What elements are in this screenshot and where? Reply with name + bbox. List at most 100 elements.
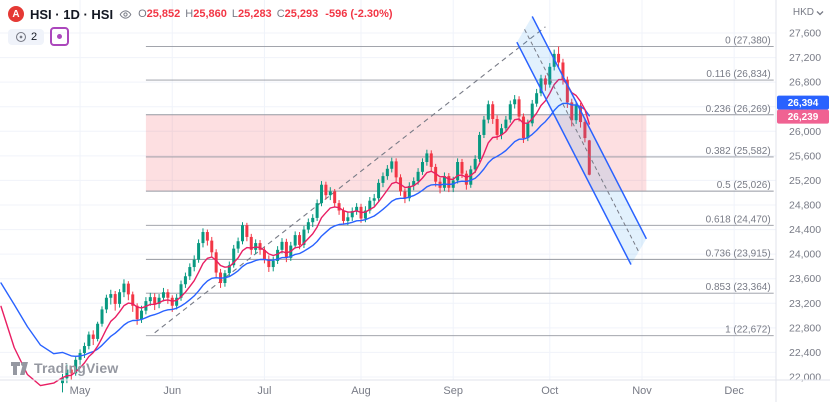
candle bbox=[368, 197, 372, 214]
candle bbox=[482, 115, 486, 139]
tradingview-logo-icon bbox=[11, 362, 28, 375]
tradingview-logo[interactable]: TradingView bbox=[10, 359, 118, 376]
price-tick-label: 23,600 bbox=[789, 273, 821, 285]
candle bbox=[306, 218, 310, 234]
candle bbox=[320, 181, 324, 207]
candle bbox=[333, 189, 337, 207]
month-tick-label: Jul bbox=[257, 385, 271, 397]
candle bbox=[148, 292, 152, 306]
month-tick-label: May bbox=[70, 385, 91, 397]
candle bbox=[214, 249, 218, 278]
fib-level-label: 0.853 (23,364) bbox=[706, 282, 771, 293]
candle bbox=[390, 157, 394, 173]
candle bbox=[486, 100, 490, 124]
candle bbox=[570, 98, 574, 127]
candle bbox=[394, 158, 398, 182]
candle bbox=[192, 255, 196, 272]
currency-selector[interactable]: HKD bbox=[793, 7, 824, 18]
candle bbox=[469, 165, 473, 188]
month-tick-label: Nov bbox=[632, 385, 652, 397]
low-value: 25,283 bbox=[238, 8, 272, 20]
fib-level-label: 0.236 (26,269) bbox=[706, 104, 771, 115]
interval-badge[interactable]: 2 bbox=[8, 28, 45, 45]
symbol-title[interactable]: HSI · 1D · HSI bbox=[30, 6, 114, 22]
candle bbox=[464, 170, 468, 190]
candle bbox=[126, 281, 130, 301]
candle bbox=[381, 172, 385, 188]
candle bbox=[240, 222, 244, 245]
fib-level-label: 0.116 (26,834) bbox=[706, 69, 770, 80]
candle bbox=[548, 63, 552, 88]
candle bbox=[157, 294, 161, 309]
price-tick-label: 25,600 bbox=[789, 150, 821, 162]
candle bbox=[425, 149, 429, 166]
candle bbox=[276, 246, 280, 264]
price-tick-label: 27,200 bbox=[789, 52, 821, 64]
candle bbox=[508, 100, 512, 123]
ma-price-tag[interactable]: 26,394 bbox=[777, 95, 829, 110]
candle bbox=[442, 172, 446, 191]
price-tick-label: 22,800 bbox=[789, 322, 821, 334]
high-value: 25,860 bbox=[193, 8, 227, 20]
indicator-row: 2 bbox=[8, 27, 393, 46]
candle bbox=[583, 119, 587, 143]
fib-level-label: 0.736 (23,915) bbox=[706, 248, 771, 259]
candle bbox=[302, 225, 306, 248]
drawing-tool-icon[interactable] bbox=[50, 27, 70, 46]
ohlc-readout: O25,852 H25,860 L25,283 C25,293 -596 (-2… bbox=[138, 8, 393, 20]
ma-line-slow bbox=[0, 102, 590, 357]
candle bbox=[227, 261, 231, 277]
price-tick-label: 22,400 bbox=[789, 347, 821, 359]
chart-legend: A HSI · 1D · HSI O25,852 H25,860 L25,283… bbox=[8, 6, 393, 46]
candle bbox=[557, 46, 561, 69]
candle bbox=[412, 177, 416, 191]
candle bbox=[535, 88, 539, 107]
candle bbox=[153, 293, 157, 311]
candle bbox=[587, 139, 591, 176]
candle bbox=[109, 289, 113, 305]
candle bbox=[530, 99, 534, 127]
candle bbox=[96, 321, 100, 342]
candle bbox=[201, 228, 205, 248]
candle bbox=[543, 75, 547, 91]
fib-level-label: 0.5 (25,026) bbox=[717, 180, 771, 191]
candle bbox=[478, 131, 482, 162]
candle bbox=[205, 229, 209, 246]
month-tick-label: Dec bbox=[724, 385, 744, 397]
price-tick-label: 24,800 bbox=[789, 200, 821, 212]
candle bbox=[267, 255, 271, 272]
time-axis[interactable]: May Jun Jul Aug Sep Oct Nov Dec bbox=[0, 379, 830, 397]
candle bbox=[100, 306, 104, 327]
ma-price-tag[interactable]: 26,239 bbox=[777, 109, 829, 124]
candle bbox=[473, 155, 477, 174]
candle bbox=[420, 158, 424, 175]
fib-level-label: 1 (22,672) bbox=[725, 325, 771, 336]
price-tick-label: 24,000 bbox=[789, 249, 821, 261]
candle bbox=[372, 193, 376, 206]
candle bbox=[91, 330, 95, 346]
price-tick-label: 27,600 bbox=[789, 28, 821, 40]
month-tick-label: Aug bbox=[351, 385, 371, 397]
candle bbox=[355, 203, 359, 215]
visibility-eye-icon[interactable] bbox=[119, 8, 132, 21]
change-value: -596 (-2.30%) bbox=[325, 8, 393, 20]
candle bbox=[113, 291, 117, 311]
candle bbox=[118, 289, 122, 308]
price-tick-label: 24,400 bbox=[789, 224, 821, 236]
symbol-logo-icon: A bbox=[8, 6, 24, 22]
currency-label: HKD bbox=[792, 7, 814, 18]
candle bbox=[447, 173, 451, 193]
candle bbox=[429, 150, 433, 172]
candle bbox=[377, 179, 381, 202]
candle bbox=[166, 289, 170, 304]
candle bbox=[495, 115, 499, 140]
open-value: 25,852 bbox=[146, 8, 181, 20]
close-value: 25,293 bbox=[284, 8, 319, 20]
month-tick-label: Jun bbox=[163, 385, 181, 397]
price-tick-label: 23,200 bbox=[789, 298, 821, 310]
candle bbox=[188, 263, 192, 280]
parallel-channel[interactable] bbox=[516, 16, 648, 265]
